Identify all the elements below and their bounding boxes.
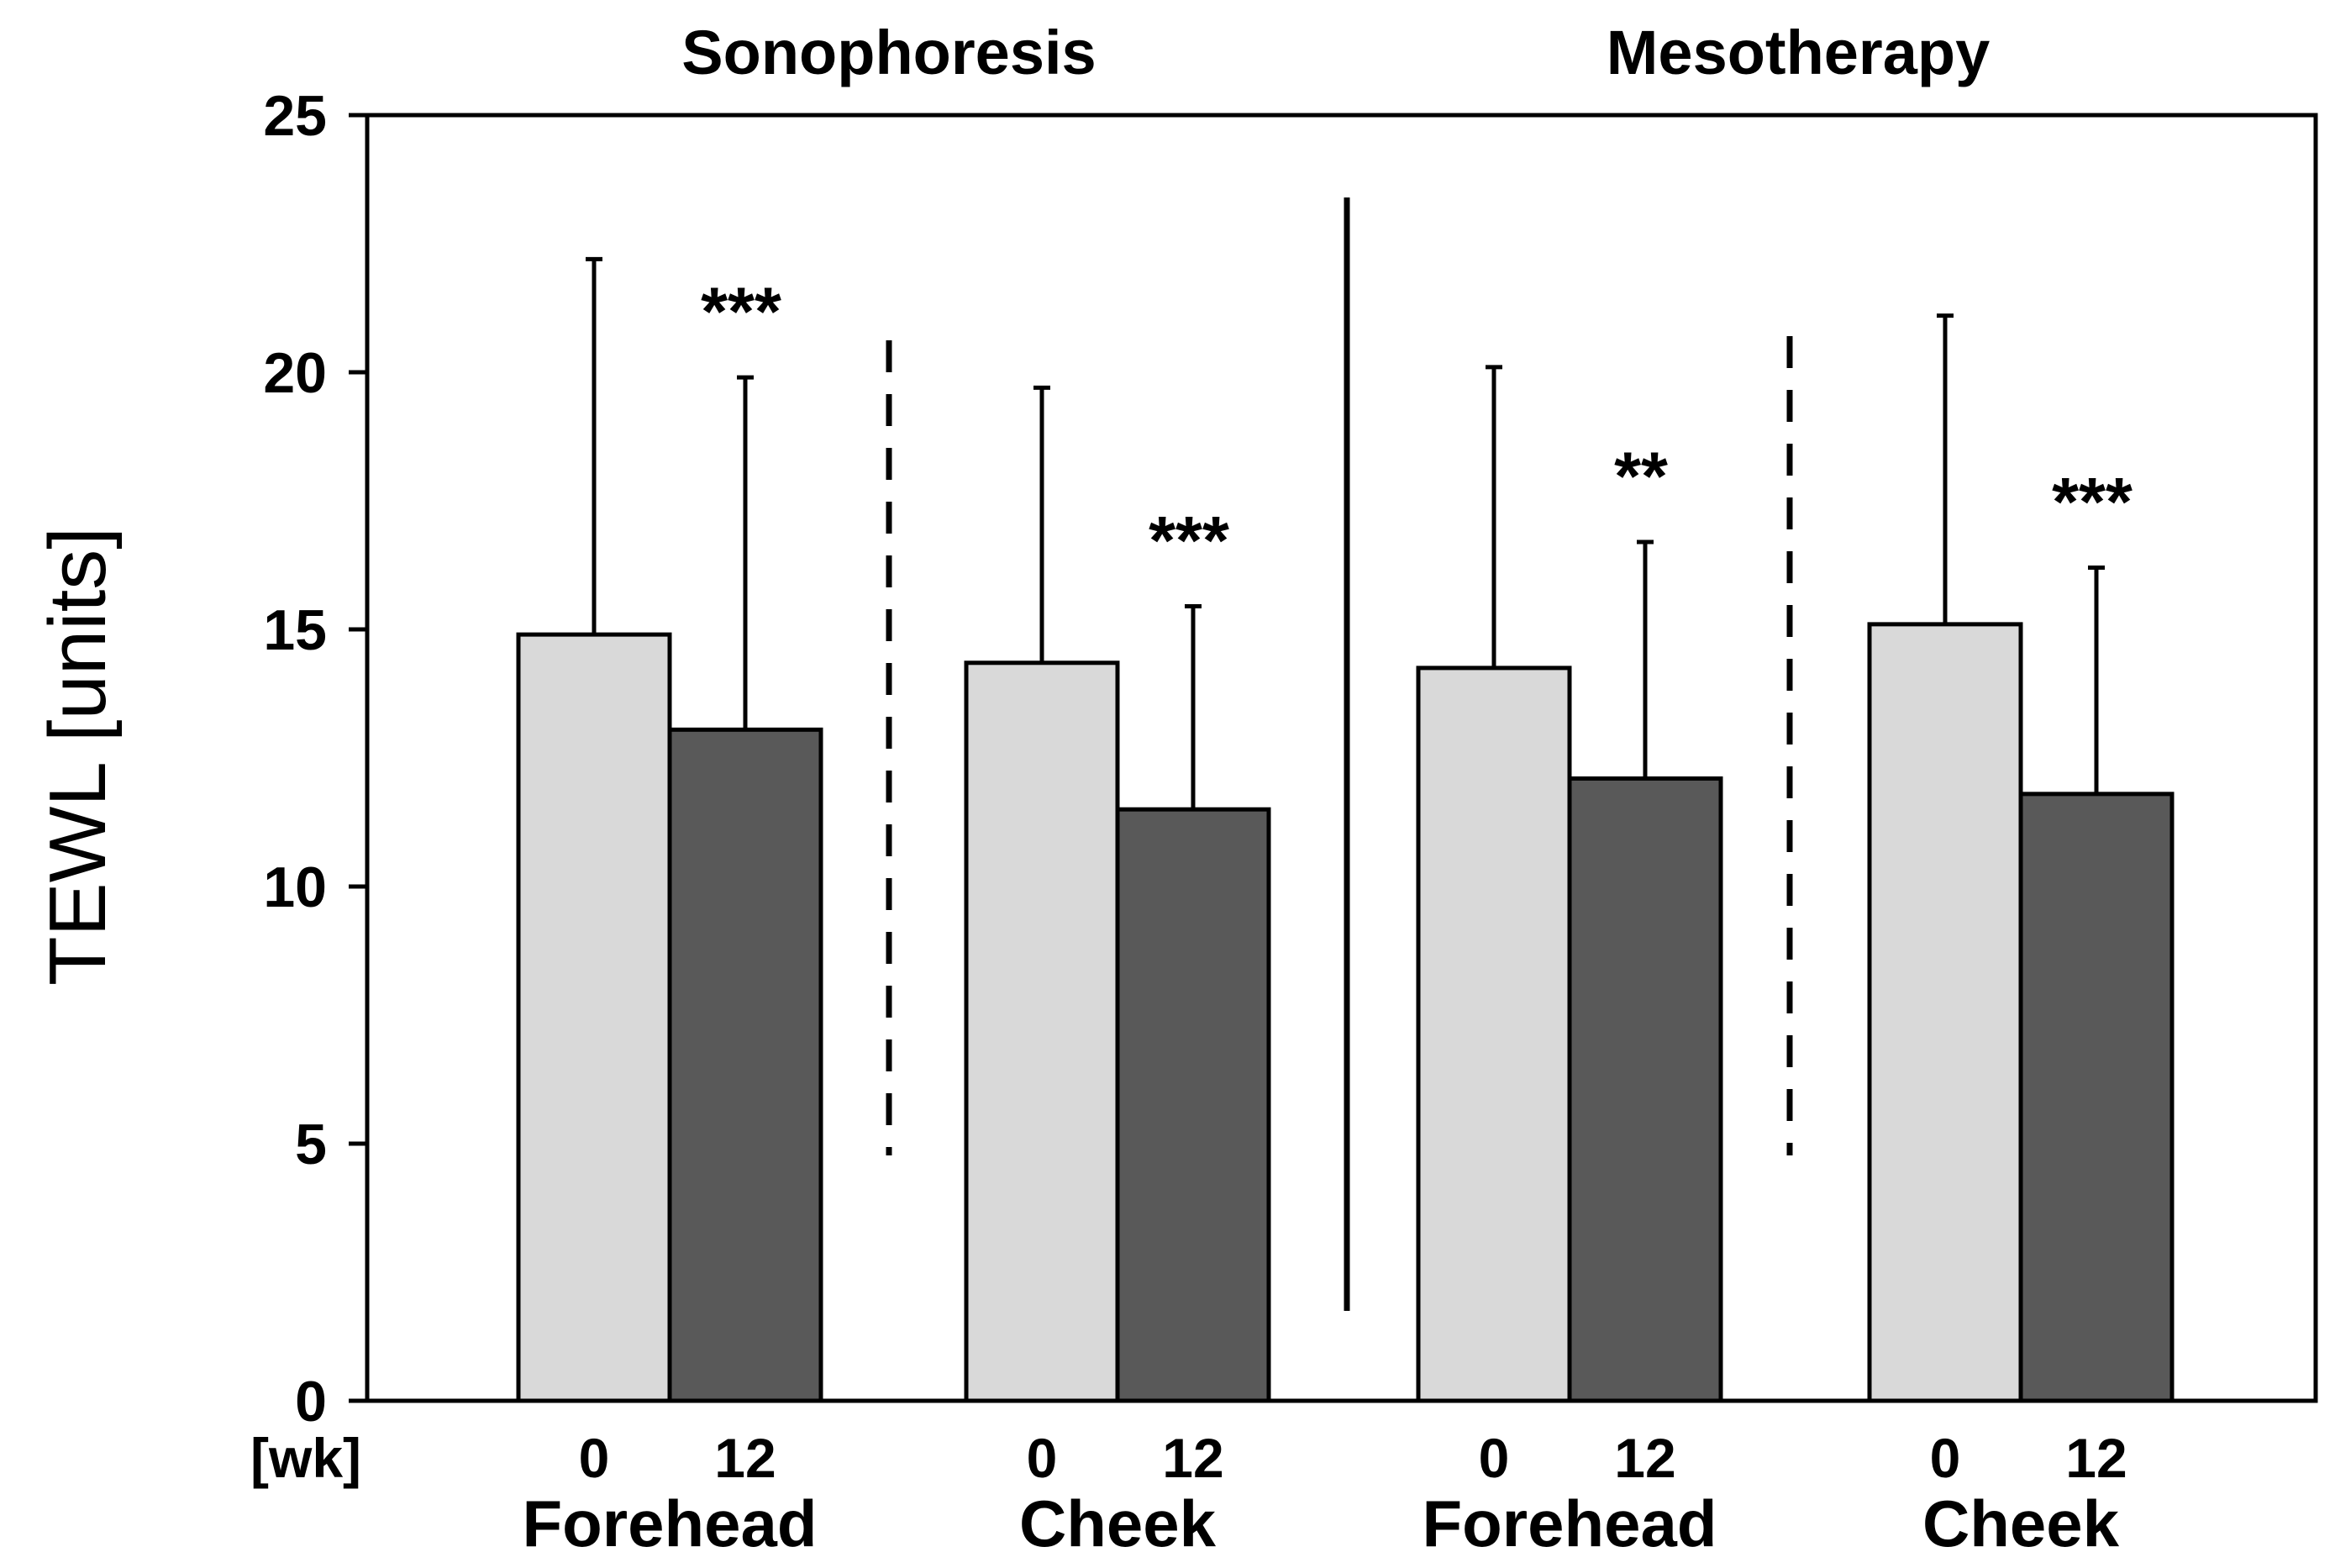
week-label: 0 xyxy=(1027,1427,1058,1489)
bar xyxy=(1867,622,2023,1403)
site-label: Cheek xyxy=(1922,1486,2120,1560)
y-tick-label: 15 xyxy=(263,598,327,662)
significance-marker: ** xyxy=(1614,439,1668,515)
plot-frame xyxy=(365,113,2318,1403)
y-axis-title: TEWL [units] xyxy=(33,527,123,986)
y-tick-label: 0 xyxy=(295,1370,327,1434)
site-label: Forehead xyxy=(522,1486,817,1560)
axes: 0 5 10 15 20 25 TEWL [units] xyxy=(33,84,2318,1434)
group-header: Mesotherapy xyxy=(1607,18,1990,87)
significance-marker: *** xyxy=(2052,465,2133,541)
bar xyxy=(1567,776,1723,1403)
y-tick-label: 20 xyxy=(263,341,327,405)
group-header: Sonophoresis xyxy=(681,18,1096,87)
site-label: Forehead xyxy=(1422,1486,1717,1560)
bar xyxy=(516,632,672,1403)
site-label: Cheek xyxy=(1019,1486,1217,1560)
week-label: 12 xyxy=(1614,1427,1675,1489)
week-label: 12 xyxy=(1162,1427,1223,1489)
week-label: 12 xyxy=(2065,1427,2127,1489)
bar xyxy=(2018,792,2175,1403)
x-unit-label: [wk] xyxy=(250,1427,361,1489)
significance-marker: *** xyxy=(701,274,781,350)
group-headers: Sonophoresis Mesotherapy xyxy=(681,18,1990,87)
bars xyxy=(516,256,2175,1403)
y-tick-label: 25 xyxy=(263,84,327,148)
bar xyxy=(667,727,823,1403)
week-label: 0 xyxy=(1930,1427,1961,1489)
bar xyxy=(964,660,1120,1403)
bar xyxy=(1115,807,1271,1403)
week-label: 12 xyxy=(714,1427,776,1489)
week-label: 0 xyxy=(1479,1427,1510,1489)
y-tick-label: 5 xyxy=(295,1113,327,1176)
bar xyxy=(1416,666,1572,1403)
y-tick-label: 10 xyxy=(263,855,327,919)
significance-marker: *** xyxy=(1149,502,1229,579)
week-label: 0 xyxy=(579,1427,610,1489)
